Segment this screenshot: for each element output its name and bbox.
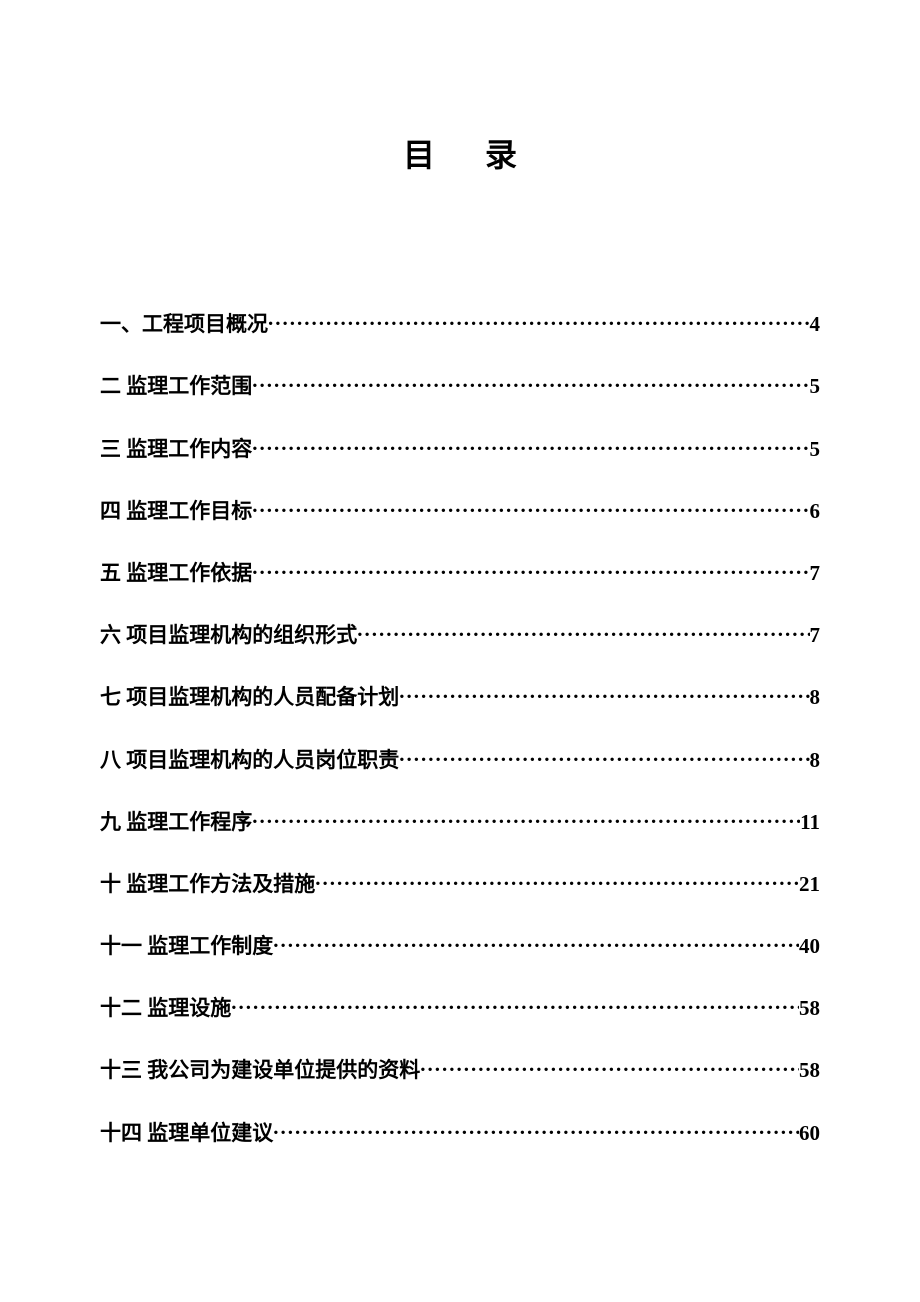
toc-entry-label: 一、工程项目概况 — [100, 308, 268, 338]
toc-entry: 一、工程项目概况 4 — [100, 306, 820, 338]
toc-entry: 三 监理工作内容 5 — [100, 430, 820, 462]
toc-entry-page: 40 — [799, 934, 820, 959]
toc-dots — [315, 866, 799, 891]
toc-entry: 四 监理工作目标 6 — [100, 493, 820, 525]
toc-entry-label: 十一 监理工作制度 — [100, 930, 273, 960]
toc-entry-page: 4 — [810, 312, 821, 337]
toc-dots — [252, 368, 809, 393]
toc-entry: 十一 监理工作制度 40 — [100, 928, 820, 960]
toc-dots — [357, 617, 809, 642]
toc-entry: 十三 我公司为建设单位提供的资料 58 — [100, 1052, 820, 1084]
toc-dots — [252, 430, 809, 455]
toc-dots — [399, 741, 809, 766]
toc-dots — [399, 679, 809, 704]
toc-dots — [252, 493, 809, 518]
toc-entry-page: 6 — [810, 499, 821, 524]
toc-entry-page: 58 — [799, 1058, 820, 1083]
toc-entry-label: 五 监理工作依据 — [100, 557, 252, 587]
toc-dots — [252, 555, 809, 580]
toc-entry-page: 58 — [799, 996, 820, 1021]
toc-entry-label: 九 监理工作程序 — [100, 806, 252, 836]
toc-entry-label: 七 项目监理机构的人员配备计划 — [100, 681, 399, 711]
toc-dots — [273, 928, 799, 953]
toc-entry: 二 监理工作范围 5 — [100, 368, 820, 400]
toc-entry: 五 监理工作依据 7 — [100, 555, 820, 587]
toc-entry: 六 项目监理机构的组织形式 7 — [100, 617, 820, 649]
toc-dots — [273, 1114, 799, 1139]
table-of-contents: 一、工程项目概况 4 二 监理工作范围 5 三 监理工作内容 5 四 监理工作目… — [100, 306, 820, 1147]
toc-entry-page: 7 — [810, 561, 821, 586]
toc-entry-label: 十 监理工作方法及措施 — [100, 868, 315, 898]
toc-entry-label: 三 监理工作内容 — [100, 433, 252, 463]
toc-entry: 七 项目监理机构的人员配备计划 8 — [100, 679, 820, 711]
toc-entry: 十四 监理单位建议 60 — [100, 1114, 820, 1146]
toc-dots — [252, 804, 800, 829]
toc-entry-page: 11 — [800, 810, 820, 835]
toc-entry: 十二 监理设施 58 — [100, 990, 820, 1022]
toc-entry: 九 监理工作程序 11 — [100, 804, 820, 836]
toc-entry-label: 四 监理工作目标 — [100, 495, 252, 525]
toc-dots — [420, 1052, 799, 1077]
toc-entry-label: 十三 我公司为建设单位提供的资料 — [100, 1054, 420, 1084]
toc-title: 目录 — [100, 130, 820, 176]
toc-entry-label: 十二 监理设施 — [100, 992, 231, 1022]
toc-entry-label: 二 监理工作范围 — [100, 370, 252, 400]
toc-entry-page: 8 — [810, 748, 821, 773]
toc-entry-page: 21 — [799, 872, 820, 897]
toc-entry-page: 60 — [799, 1121, 820, 1146]
toc-entry-page: 7 — [810, 623, 821, 648]
toc-dots — [231, 990, 799, 1015]
toc-entry-page: 8 — [810, 685, 821, 710]
toc-entry: 十 监理工作方法及措施 21 — [100, 866, 820, 898]
toc-entry-label: 六 项目监理机构的组织形式 — [100, 619, 357, 649]
toc-entry-page: 5 — [810, 374, 821, 399]
toc-entry-page: 5 — [810, 437, 821, 462]
toc-dots — [268, 306, 810, 331]
toc-entry: 八 项目监理机构的人员岗位职责 8 — [100, 741, 820, 773]
toc-entry-label: 十四 监理单位建议 — [100, 1117, 273, 1147]
toc-entry-label: 八 项目监理机构的人员岗位职责 — [100, 744, 399, 774]
